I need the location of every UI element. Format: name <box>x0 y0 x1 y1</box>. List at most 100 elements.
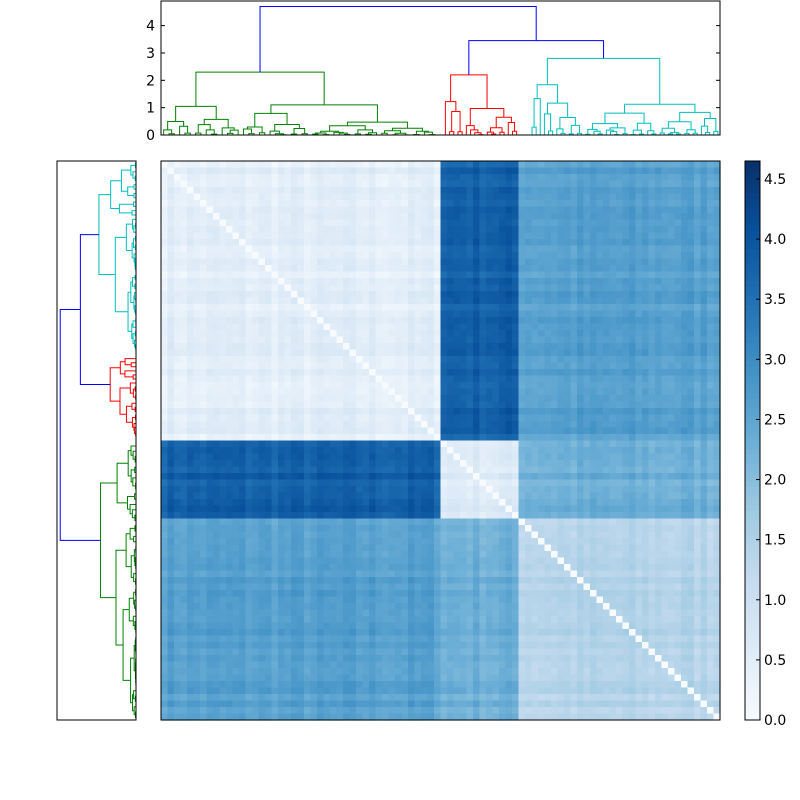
heatmap-cell <box>226 440 234 448</box>
heatmap-cell <box>661 310 669 318</box>
heatmap-cell <box>206 369 214 377</box>
heatmap-cell <box>635 200 643 208</box>
heatmap-cell <box>518 336 526 344</box>
heatmap-cell <box>505 317 513 325</box>
heatmap-cell <box>245 323 253 331</box>
heatmap-cell <box>668 174 676 182</box>
heatmap-cell <box>388 193 396 201</box>
heatmap-cell <box>271 200 279 208</box>
heatmap-cell <box>349 297 357 305</box>
heatmap-cell <box>239 317 247 325</box>
heatmap-cell <box>687 278 695 286</box>
heatmap-cell <box>694 499 702 507</box>
heatmap-cell <box>336 278 344 286</box>
heatmap-cell <box>681 310 689 318</box>
heatmap-cell <box>661 388 669 396</box>
heatmap-cell <box>694 310 702 318</box>
heatmap-cell <box>505 232 513 240</box>
heatmap-cell <box>564 447 572 455</box>
heatmap-cell <box>278 161 286 169</box>
heatmap-cell <box>388 336 396 344</box>
heatmap-cell <box>330 265 338 273</box>
heatmap-cell <box>375 375 383 383</box>
heatmap-cell <box>330 505 338 513</box>
heatmap-cell <box>388 479 396 487</box>
heatmap-cell <box>596 460 604 468</box>
heatmap-cell <box>180 271 188 279</box>
heatmap-cell <box>252 193 260 201</box>
heatmap-cell <box>570 343 578 351</box>
dendrogram-link <box>704 117 717 132</box>
heatmap-cell <box>200 349 208 357</box>
heatmap-cell <box>525 310 533 318</box>
heatmap-cell <box>518 356 526 364</box>
heatmap-cell <box>434 232 442 240</box>
heatmap-cell <box>323 310 331 318</box>
heatmap-cell <box>453 219 461 227</box>
heatmap-cell <box>408 427 416 435</box>
heatmap-cell <box>687 473 695 481</box>
heatmap-cell <box>180 239 188 247</box>
heatmap-cell <box>486 284 494 292</box>
heatmap-cell <box>291 388 299 396</box>
heatmap-cell <box>499 447 507 455</box>
heatmap-cell <box>473 388 481 396</box>
heatmap-cell <box>453 323 461 331</box>
heatmap-cell <box>187 434 195 442</box>
heatmap-cell <box>401 343 409 351</box>
heatmap-cell <box>356 414 364 422</box>
heatmap-cell <box>713 330 721 338</box>
heatmap-cell <box>596 213 604 221</box>
heatmap-cell <box>609 219 617 227</box>
heatmap-cell <box>603 401 611 409</box>
heatmap-cell <box>213 310 221 318</box>
heatmap-cell <box>603 304 611 312</box>
heatmap-cell <box>681 252 689 260</box>
heatmap-cell <box>486 479 494 487</box>
heatmap-cell <box>570 362 578 370</box>
heatmap-cell <box>505 174 513 182</box>
heatmap-cell <box>655 408 663 416</box>
heatmap-cell <box>317 291 325 299</box>
heatmap-cell <box>447 291 455 299</box>
heatmap-cell <box>174 388 182 396</box>
heatmap-cell <box>453 278 461 286</box>
heatmap-cell <box>642 304 650 312</box>
heatmap-cell <box>551 414 559 422</box>
heatmap-cell <box>564 239 572 247</box>
heatmap-cell <box>421 421 429 429</box>
heatmap-cell <box>219 460 227 468</box>
heatmap-cell <box>174 278 182 286</box>
heatmap-cell <box>421 167 429 175</box>
dendrogram-link <box>394 132 407 135</box>
heatmap-cell <box>642 401 650 409</box>
heatmap-cell <box>382 239 390 247</box>
heatmap-cell <box>642 434 650 442</box>
heatmap-cell <box>258 479 266 487</box>
heatmap-cell <box>674 265 682 273</box>
heatmap-cell <box>687 479 695 487</box>
heatmap-cell <box>297 213 305 221</box>
heatmap-cell <box>362 479 370 487</box>
heatmap-cell <box>193 382 201 390</box>
heatmap-cell <box>317 434 325 442</box>
heatmap-cell <box>421 362 429 370</box>
heatmap-cell <box>310 447 318 455</box>
heatmap-cell <box>193 447 201 455</box>
heatmap-cell <box>486 369 494 377</box>
heatmap-cell <box>362 330 370 338</box>
heatmap-cell <box>245 466 253 474</box>
heatmap-cell <box>538 336 546 344</box>
heatmap-cell <box>518 239 526 247</box>
heatmap-cell <box>297 174 305 182</box>
heatmap-cell <box>245 252 253 260</box>
heatmap-cell <box>375 434 383 442</box>
heatmap-cell <box>609 349 617 357</box>
heatmap-cell <box>440 512 448 520</box>
heatmap-cell <box>167 180 175 188</box>
heatmap-cell <box>635 356 643 364</box>
heatmap-cell <box>323 161 331 169</box>
heatmap-cell <box>570 388 578 396</box>
heatmap-cell <box>447 219 455 227</box>
heatmap-cell <box>499 161 507 169</box>
